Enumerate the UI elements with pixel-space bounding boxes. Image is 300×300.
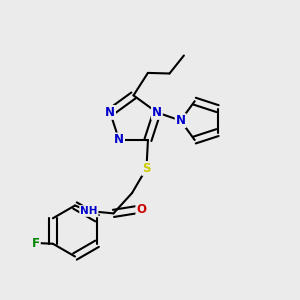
Text: N: N: [152, 106, 162, 119]
Text: S: S: [142, 162, 151, 175]
Text: N: N: [105, 106, 115, 119]
Text: N: N: [114, 134, 124, 146]
Text: F: F: [32, 237, 40, 250]
Text: N: N: [176, 114, 186, 127]
Text: O: O: [136, 203, 146, 216]
Text: NH: NH: [80, 206, 98, 216]
